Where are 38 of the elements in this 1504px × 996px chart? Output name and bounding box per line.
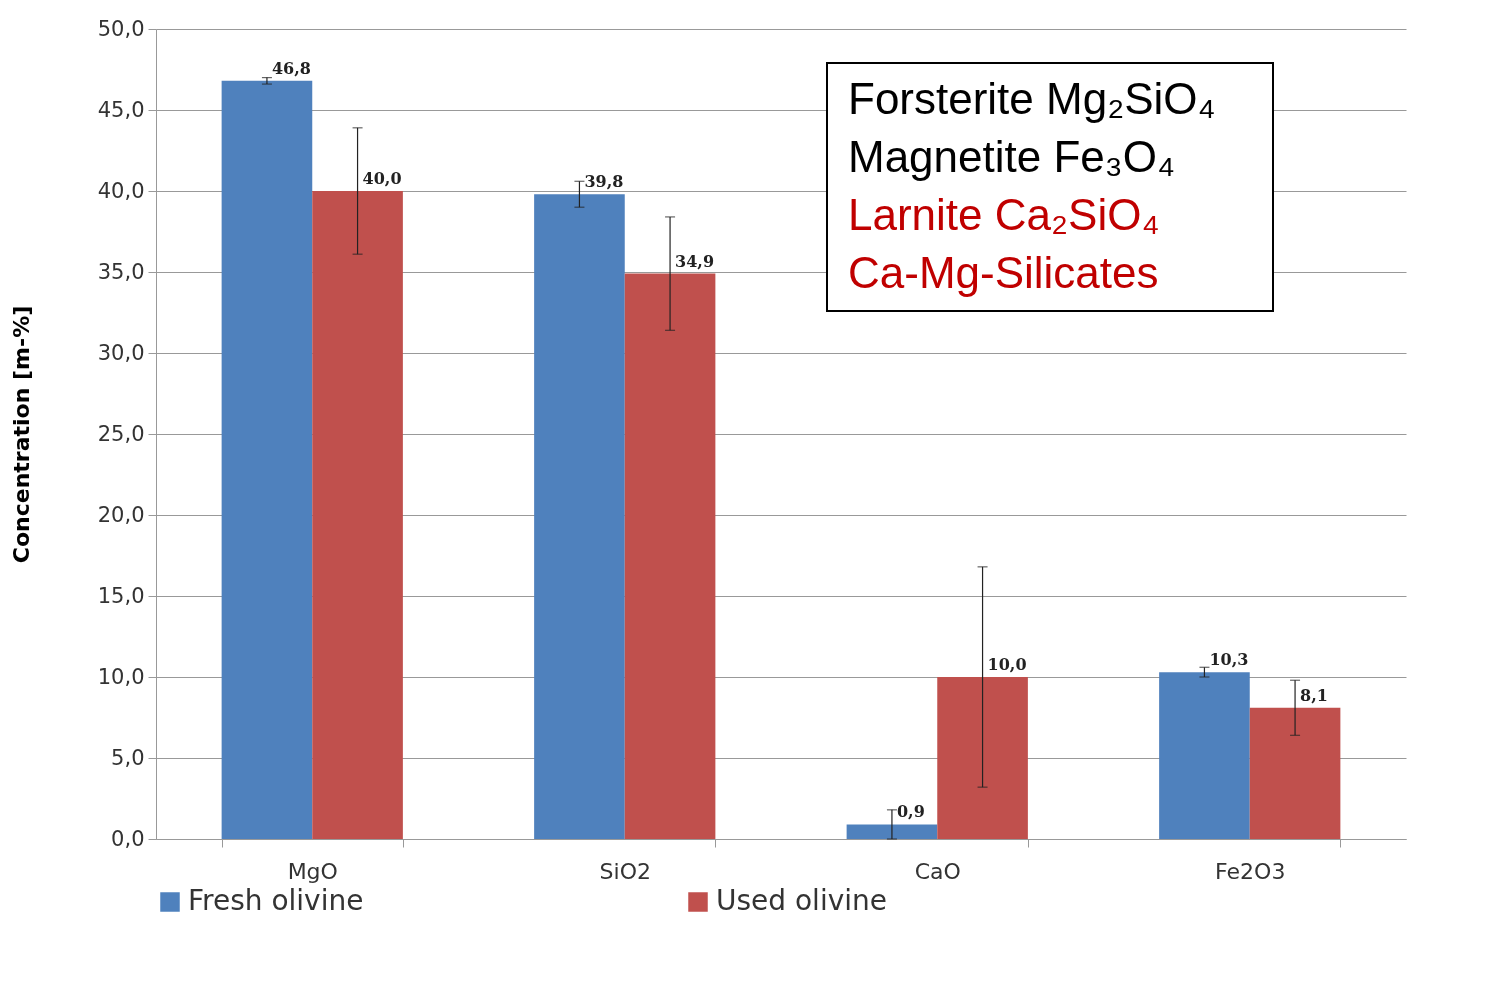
x-tick-label: SiO2 [599, 858, 651, 884]
annotation: Larnite Ca₂SiO₄ [848, 189, 1161, 241]
annotation: Magnetite Fe₃O₄ [848, 131, 1176, 183]
data-label: 8,1 [1300, 685, 1328, 705]
x-tick-label: MgO [287, 858, 338, 884]
y-axis-title: Concentration [m-%] [8, 305, 34, 564]
legend-label: Fresh olivine [188, 884, 364, 917]
annotation: Ca-Mg-Silicates [848, 247, 1160, 299]
bar [937, 677, 1028, 839]
bar [312, 191, 403, 839]
x-tick-label: CaO [914, 858, 961, 884]
bar [846, 824, 938, 839]
bar [221, 80, 313, 839]
data-label: 46,8 [271, 58, 311, 78]
y-tick-label: 25,0 [97, 421, 145, 446]
y-tick-label: 20,0 [97, 502, 145, 527]
data-label: 0,9 [896, 802, 925, 822]
bar [624, 273, 716, 839]
annotation: Forsterite Mg₂SiO₄ [848, 73, 1217, 125]
y-tick-label: 5,0 [111, 745, 145, 770]
data-label: 10,0 [987, 655, 1027, 674]
data-label: 10,3 [1209, 650, 1249, 670]
data-label: 39,8 [584, 172, 624, 192]
y-tick-label: 50,0 [97, 16, 145, 41]
y-tick-label: 45,0 [97, 97, 145, 122]
y-tick-label: 15,0 [97, 583, 145, 608]
y-tick-label: 10,0 [97, 664, 145, 689]
bar [1249, 707, 1341, 839]
legend-label: Used olivine [716, 884, 887, 917]
y-tick-label: 40,0 [97, 178, 145, 203]
y-tick-label: 0,0 [111, 826, 145, 851]
data-label: 40,0 [362, 169, 402, 188]
bar [1159, 672, 1250, 839]
x-tick-label: Fe2O3 [1215, 858, 1286, 884]
y-tick-label: 30,0 [97, 340, 145, 365]
data-label: 34,9 [675, 251, 715, 271]
bar [534, 194, 625, 839]
y-tick-label: 35,0 [97, 259, 145, 284]
